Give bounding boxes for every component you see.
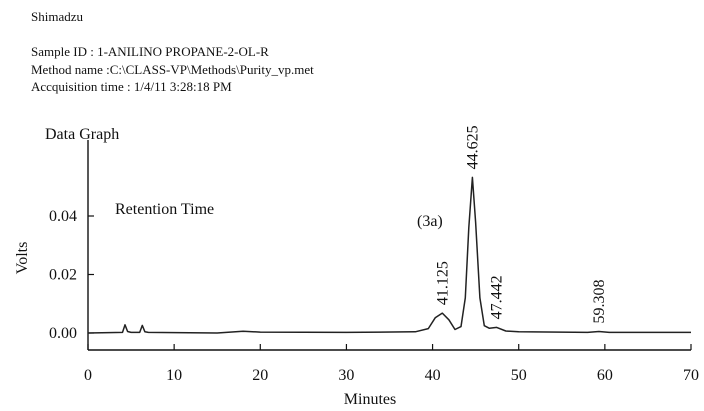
peak-annotation: (3a) (417, 213, 443, 230)
chromatogram-trace (87, 176, 691, 334)
y-axis-label: Volts (14, 242, 31, 275)
x-tick-label: 50 (511, 367, 527, 384)
x-tick-label: 30 (338, 367, 354, 384)
peak-labels: 41.125 44.625 47.442 59.308 (434, 125, 608, 323)
y-tick-label: 0.02 (49, 267, 77, 284)
x-axis-label: Minutes (344, 391, 396, 408)
chart-title: Data Graph (45, 126, 120, 143)
peak-label: 44.625 (464, 125, 481, 169)
acquisition-time: Accquisition time : 1/4/11 3:28:18 PM (31, 79, 232, 94)
sample-id: Sample ID : 1-ANILINO PROPANE-2-OL-R (31, 44, 269, 59)
x-tick-label: 20 (252, 367, 268, 384)
y-ticks: 0.00 0.02 0.04 (49, 208, 94, 342)
peak-label: 47.442 (489, 275, 506, 319)
peak-label: 41.125 (434, 261, 451, 305)
vendor-name: Shimadzu (31, 9, 83, 24)
y-tick-label: 0.04 (49, 208, 77, 225)
x-tick-label: 0 (84, 367, 92, 384)
x-tick-label: 60 (597, 367, 613, 384)
chart-subtitle: Retention Time (115, 201, 215, 218)
method-name: Method name :C:\CLASS-VP\Methods\Purity_… (31, 62, 314, 77)
y-tick-label: 0.00 (49, 325, 77, 342)
x-tick-label: 70 (683, 367, 699, 384)
x-ticks: 0 10 20 30 40 50 60 70 (84, 344, 699, 384)
x-tick-label: 10 (166, 367, 182, 384)
peak-label: 59.308 (591, 280, 608, 324)
x-tick-label: 40 (425, 367, 441, 384)
